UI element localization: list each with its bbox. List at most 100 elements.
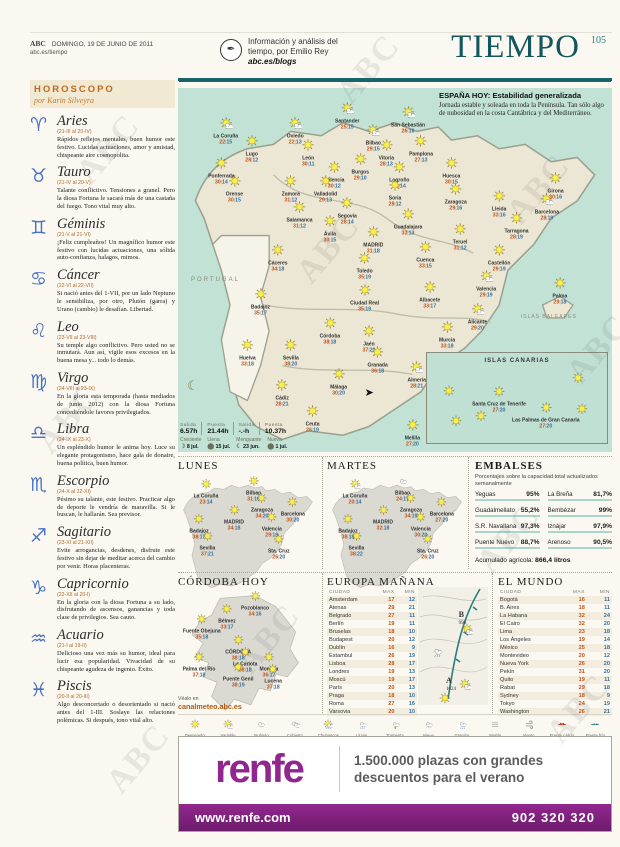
legend-nube: Nuboso <box>245 716 278 738</box>
legend-granizo: Granizo <box>445 716 478 738</box>
city-murcia: Murcia 33|18 <box>439 320 455 349</box>
sign-dates: (23-VII al 23-VIII) <box>57 334 97 341</box>
spain-landmass <box>194 121 596 441</box>
europa-table: CIUDAD MAX MIN Amsterdam 17 12 Atenas 29 21 Be… <box>327 590 417 716</box>
city-toledo: Toledo 35|19 <box>357 251 373 280</box>
sign-dates: (24-IX al 23-X) <box>57 437 91 444</box>
sun-rise-value: 6.57h <box>180 428 198 435</box>
moon-rise: Salida -.-h <box>239 422 260 435</box>
city-madrid: MADRID 31|18 <box>363 226 383 255</box>
embalses-desc: Porcentajes sobre la capacidad total act… <box>475 474 598 487</box>
sun-icon <box>576 402 588 420</box>
table-row: El Cairo 32 20 <box>500 621 610 627</box>
legend-label: Chubascos <box>312 733 345 739</box>
city-zaragoza: Zaragoza 34|20 <box>251 490 273 519</box>
city-pozoblanco: Pozoblanco 34|16 <box>241 589 269 618</box>
city-almería: Almería 28|21 <box>408 360 426 389</box>
city-huesca: Huesca 30|15 <box>443 156 460 185</box>
city-vitoria: Vitoria 28|13 <box>379 138 394 167</box>
embalse-s-r-navallana: S.R. Navallana 97,3% <box>475 523 540 533</box>
ad-divider <box>339 746 340 792</box>
espana-hoy-body: Jornada estable y soleada en toda la Pen… <box>439 102 604 118</box>
svg-text:*: * <box>429 728 430 729</box>
table-row: B. Aires 18 11 <box>500 605 610 611</box>
moon-phase-nueva: Nueva ⬤ 1 jul. <box>267 437 288 450</box>
city-orense: Orense 30|15 <box>226 175 243 204</box>
city-la-coruña: La Coruña 22|15 <box>213 116 238 145</box>
city-león: León 30|11 <box>302 138 315 167</box>
table-row: Amsterdam 17 12 <box>327 596 417 604</box>
city-alicante: Alicante 29|20 <box>468 302 487 331</box>
moon-phase-icon: ☾ <box>236 444 242 450</box>
sign-name: Tauro <box>57 164 91 181</box>
embalse-izn-jar: Iznájar 97,9% <box>547 523 612 533</box>
cordoba-footer-pre: Véalo en <box>178 696 199 702</box>
city-cuenca: Cuenca 33|15 <box>416 240 434 269</box>
horoscope-aries: ♈ Aries (21-III al 20-IV) Rápidos reflejos … <box>30 114 175 159</box>
spain-weather-map: ESPAÑA HOY: Estabilidad generalizada Jor… <box>178 88 612 452</box>
city-fuente-obejuna: Fuente Obejuna 35|18 <box>183 612 221 641</box>
legend-lluvia: Lluvia <box>345 716 378 738</box>
sign-dates: (24-VIII al 23-IX) <box>57 385 96 392</box>
city-la-carlota: La Carlota 38|18 <box>233 644 257 673</box>
legend-label: Niebla <box>479 733 512 739</box>
legend-label: Viento <box>512 733 545 739</box>
sign-dates: (20-II al 20-III) <box>57 694 90 701</box>
cordoba-map: Pozoblanco 34|16 Bélmez 33|17 Fuente Obejuna… <box>178 589 318 711</box>
city-palma: Palma 29|18 <box>553 277 567 306</box>
lunes-panel: LUNES La Coruña 23|14 Bilbao 31|16 Zaragoza 3… <box>178 457 318 588</box>
cordoba-panel: CÓRDOBA HOY Pozoblanco 34|16 Bélmez 33|17 Fu… <box>178 573 318 713</box>
city-jaén: Jaén 37|20 <box>362 324 375 353</box>
renfe-url-link[interactable]: www.renfe.com <box>195 810 291 825</box>
martes-silhouette <box>332 484 462 588</box>
table-row: Washington 26 21 <box>498 708 612 716</box>
espana-hoy-box: ESPAÑA HOY: Estabilidad generalizada Jor… <box>439 91 609 118</box>
svg-text:*: * <box>431 728 432 729</box>
sign-name: Géminis <box>57 215 106 232</box>
canalmeteo-link[interactable]: canalmeteo.abc.es <box>178 702 242 711</box>
mundo-col-min: MIN <box>599 590 610 595</box>
sign-text: ¡Feliz cumpleaños! Un magnífico humor es… <box>57 238 175 262</box>
renfe-ad[interactable]: renfe 1.500.000 plazas con grandes descu… <box>178 736 612 832</box>
europa-col-min: MIN <box>404 590 415 595</box>
table-row: Varsovia 20 10 <box>327 708 417 716</box>
europa-panel: EUROPA MAÑANA CIUDAD MAX MIN Amsterdam 17… <box>322 573 488 716</box>
svg-text:*: * <box>427 728 428 729</box>
legend-label: Despejado <box>178 733 211 739</box>
legend-label: Lluvia <box>345 733 378 739</box>
sign-text: Talante conflictivo. Tensiones a granel.… <box>57 187 175 210</box>
phase-label: Menguante <box>236 437 262 443</box>
legend-tormenta: Tormenta <box>378 716 411 738</box>
city-segovia: Segovia 28|14 <box>338 197 357 226</box>
horoscope-libra: ♎ Libra (24-IX al 23-X) Un espléndido humor… <box>30 422 175 467</box>
table-row: Quito 19 11 <box>498 676 612 684</box>
pressure-a: A 1024 <box>446 675 456 692</box>
mundo-panel: EL MUNDO CIUDAD MAX MIN Bogotá 16 11 B. Air… <box>492 573 612 716</box>
lluvia-icon <box>431 644 443 662</box>
cordoba-title: CÓRDOBA HOY <box>178 576 269 588</box>
ad-headline: 1.500.000 plazas con grandes descuentos … <box>340 752 611 786</box>
sun-set-label: Puesta <box>207 423 226 428</box>
city-huelva: Huelva 33|18 <box>239 338 256 367</box>
city-oviedo: Oviedo 22|13 <box>287 116 304 145</box>
sign-name: Virgo <box>57 369 89 386</box>
table-row: Londres 19 13 <box>329 669 415 675</box>
sun-icon <box>450 414 462 432</box>
city-la-coruña: La Coruña 20|14 <box>343 477 367 506</box>
sign-dates: (21-IV al 20-V) <box>57 180 91 187</box>
sign-dates: (23-XI al 21-XII) <box>57 540 94 547</box>
table-row: Lima 23 18 <box>498 628 612 636</box>
brand-dateline: ABC DOMINGO, 19 DE JUNIO DE 2011 abc.es/t… <box>30 39 153 56</box>
blogs-link[interactable]: abc.es/blogs <box>248 57 297 66</box>
table-row: Praga 18 10 <box>327 692 417 700</box>
table-row: Bogotá 16 11 <box>498 596 612 604</box>
lunes-title: LUNES <box>178 460 219 472</box>
horoscope-title: HOROSCOPO <box>34 84 115 95</box>
wind-arrow-icon: ➤ <box>364 387 374 400</box>
city-pamplona: Pamplona 27|13 <box>409 135 433 164</box>
embalse-puente-nuevo: Puente Nuevo 88,7% <box>475 539 540 549</box>
city-puente-genil: Puente Genil 38|19 <box>223 660 253 689</box>
table-row: Nueva York 26 20 <box>498 660 612 668</box>
city-castellón: Castellón 29|19 <box>488 244 510 273</box>
legend-label: Tormenta <box>378 733 411 739</box>
